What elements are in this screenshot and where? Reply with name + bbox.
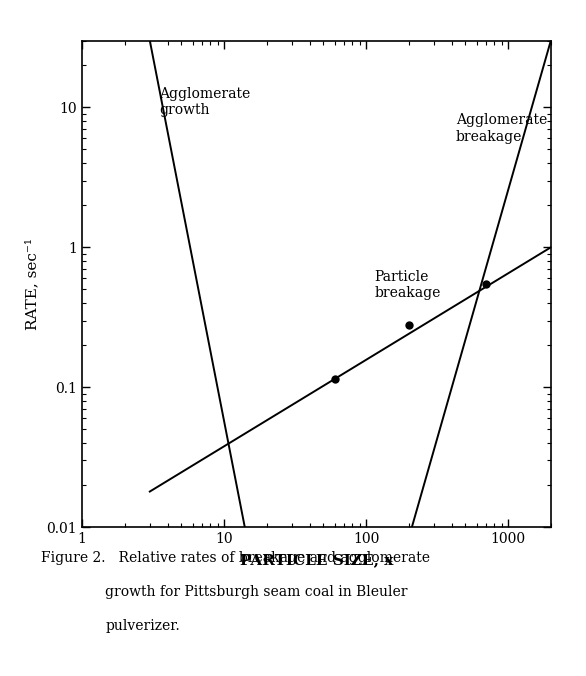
Text: Agglomerate
breakage: Agglomerate breakage <box>456 114 547 144</box>
Text: Particle
breakage: Particle breakage <box>374 270 441 300</box>
Text: Figure 2.   Relative rates of breakage and agglomerate: Figure 2. Relative rates of breakage and… <box>41 551 430 565</box>
Text: pulverizer.: pulverizer. <box>105 619 180 633</box>
Text: growth for Pittsburgh seam coal in Bleuler: growth for Pittsburgh seam coal in Bleul… <box>105 585 408 599</box>
Y-axis label: RATE, sec⁻¹: RATE, sec⁻¹ <box>26 238 40 330</box>
X-axis label: PARTICLE SIZE, x: PARTICLE SIZE, x <box>240 553 393 567</box>
Text: Agglomerate
growth: Agglomerate growth <box>159 87 251 117</box>
